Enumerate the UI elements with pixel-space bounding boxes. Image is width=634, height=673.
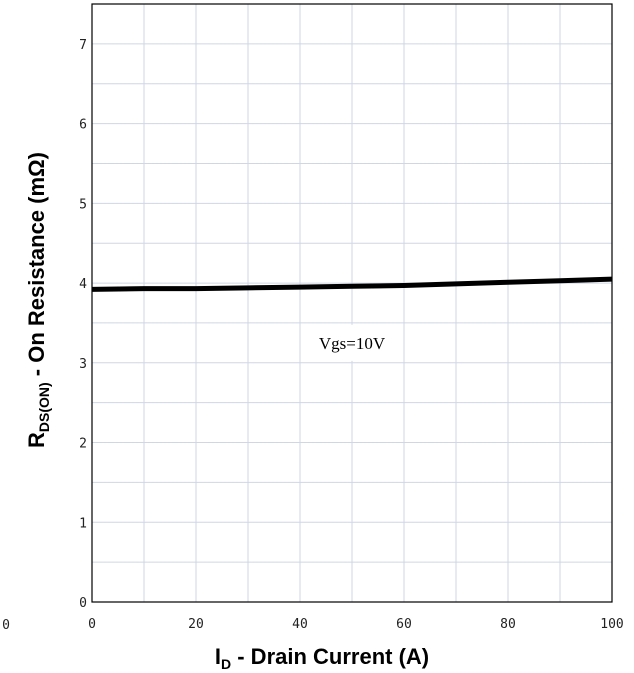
x-axis-title: ID - Drain Current (A) bbox=[215, 644, 429, 672]
x-tick-label: 0 bbox=[88, 617, 96, 632]
y-tick-label: 1 bbox=[79, 516, 87, 531]
y-tick-label: 2 bbox=[79, 437, 87, 452]
y-tick-label: 5 bbox=[79, 197, 87, 212]
x-tick-label: 20 bbox=[188, 617, 204, 632]
x-tick-label: 60 bbox=[396, 617, 412, 632]
series-group bbox=[91, 276, 613, 292]
y-tick-label: 0 bbox=[79, 596, 87, 611]
x-tick-labels: 0 20 40 60 80 100 bbox=[88, 617, 624, 632]
series-line-0 bbox=[91, 276, 613, 292]
y-axis-title-sub: DS(ON) bbox=[36, 382, 52, 432]
grid bbox=[92, 4, 612, 602]
x-tick-label: 40 bbox=[292, 617, 308, 632]
plot-frame bbox=[91, 3, 613, 603]
annotation-label: Vgs=10V bbox=[319, 334, 386, 353]
annotations: Vgs=10V bbox=[302, 324, 402, 361]
y-tick-label: 6 bbox=[79, 118, 87, 133]
x-axis-title-rest: - Drain Current (A) bbox=[231, 644, 429, 669]
y-tick-labels: 0 1 2 3 4 5 6 7 bbox=[79, 38, 87, 611]
x-axis-title-sub: D bbox=[221, 656, 231, 672]
y-tick-label: 7 bbox=[79, 38, 87, 53]
y-tick-label: 3 bbox=[79, 357, 87, 372]
y-axis-title-main: R bbox=[24, 432, 49, 448]
x-tick-label: 100 bbox=[600, 617, 623, 632]
x-tick-label: 80 bbox=[500, 617, 516, 632]
stray-tick-label: 0 bbox=[2, 618, 10, 633]
annotation-box bbox=[302, 324, 402, 361]
y-axis-title: RDS(ON) - On Resistance (mΩ) bbox=[24, 152, 52, 448]
y-tick-label: 4 bbox=[79, 277, 87, 292]
y-axis-title-rest: - On Resistance (mΩ) bbox=[24, 152, 49, 382]
x-axis-title-main: I bbox=[215, 644, 221, 669]
